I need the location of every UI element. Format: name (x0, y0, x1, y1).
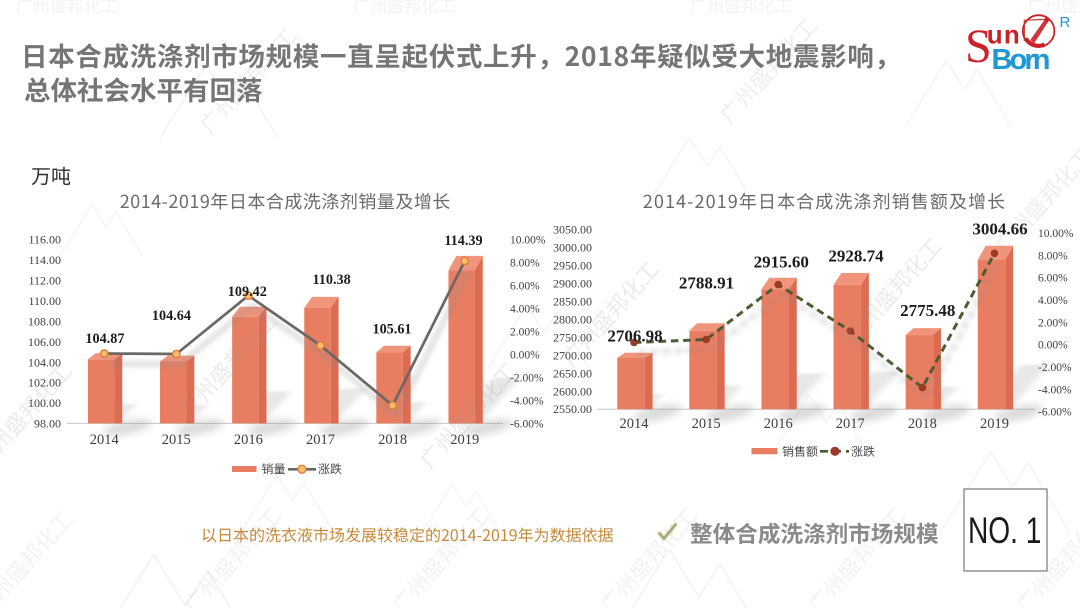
svg-text:104.87: 104.87 (85, 331, 124, 347)
svg-text:114.00: 114.00 (28, 253, 61, 267)
svg-text:2019: 2019 (980, 416, 1009, 432)
svg-text:3050.00: 3050.00 (553, 223, 592, 237)
svg-text:2800.00: 2800.00 (553, 312, 592, 326)
svg-text:2706.98: 2706.98 (607, 327, 662, 346)
svg-text:2016: 2016 (764, 416, 793, 432)
svg-text:116.00: 116.00 (28, 233, 61, 247)
svg-text:-6.00%: -6.00% (1038, 407, 1072, 419)
svg-text:2750.00: 2750.00 (553, 330, 592, 344)
svg-text:2014: 2014 (90, 432, 120, 448)
svg-text:100.00: 100.00 (28, 396, 61, 410)
svg-text:2014: 2014 (620, 416, 650, 432)
svg-text:102.00: 102.00 (28, 376, 61, 390)
svg-text:104.64: 104.64 (152, 308, 191, 324)
svg-text:2017: 2017 (836, 416, 865, 432)
svg-text:0.00%: 0.00% (1038, 340, 1068, 352)
svg-text:un: un (987, 20, 1020, 50)
svg-text:2018: 2018 (378, 432, 407, 448)
svg-text:2015: 2015 (162, 432, 191, 448)
svg-text:2.00%: 2.00% (1038, 317, 1068, 329)
svg-text:R: R (1060, 14, 1071, 31)
svg-text:104.00: 104.00 (28, 355, 61, 369)
svg-text:2900.00: 2900.00 (553, 277, 592, 291)
svg-text:2700.00: 2700.00 (553, 348, 592, 362)
svg-text:-2.00%: -2.00% (510, 372, 544, 384)
svg-text:3004.66: 3004.66 (972, 219, 1027, 238)
svg-text:110.38: 110.38 (312, 272, 350, 288)
svg-text:-4.00%: -4.00% (1038, 384, 1072, 396)
svg-text:10.00%: 10.00% (510, 235, 546, 247)
svg-text:2915.60: 2915.60 (754, 253, 809, 272)
svg-text:Born: Born (992, 44, 1051, 76)
svg-text:112.00: 112.00 (28, 274, 61, 288)
svg-text:-4.00%: -4.00% (510, 395, 544, 407)
svg-text:8.00%: 8.00% (1038, 250, 1068, 262)
svg-text:0.00%: 0.00% (510, 349, 540, 361)
svg-text:6.00%: 6.00% (1038, 273, 1068, 285)
svg-text:8.00%: 8.00% (510, 257, 540, 269)
svg-text:2775.48: 2775.48 (900, 301, 955, 320)
svg-text:105.61: 105.61 (372, 321, 411, 337)
svg-text:2015: 2015 (692, 416, 721, 432)
svg-text:3000.00: 3000.00 (553, 241, 592, 255)
svg-text:4.00%: 4.00% (510, 303, 540, 315)
svg-text:2550.00: 2550.00 (553, 402, 592, 416)
svg-text:2016: 2016 (234, 432, 263, 448)
svg-text:106.00: 106.00 (28, 335, 61, 349)
svg-text:2950.00: 2950.00 (553, 259, 592, 273)
svg-text:2.00%: 2.00% (510, 326, 540, 338)
svg-text:NO. 1: NO. 1 (968, 509, 1041, 551)
svg-text:2650.00: 2650.00 (553, 366, 592, 380)
svg-text:108.00: 108.00 (28, 314, 61, 328)
svg-text:98.00: 98.00 (34, 417, 61, 431)
svg-text:4.00%: 4.00% (1038, 295, 1068, 307)
svg-text:2850.00: 2850.00 (553, 295, 592, 309)
svg-text:10.00%: 10.00% (1038, 228, 1074, 240)
svg-text:109.42: 109.42 (228, 284, 267, 300)
svg-text:2788.91: 2788.91 (679, 274, 734, 293)
svg-text:-6.00%: -6.00% (510, 418, 544, 430)
svg-text:6.00%: 6.00% (510, 280, 540, 292)
svg-text:2600.00: 2600.00 (553, 384, 592, 398)
svg-text:S: S (965, 20, 992, 73)
svg-text:2019: 2019 (450, 432, 479, 448)
svg-text:110.00: 110.00 (28, 294, 61, 308)
svg-text:2018: 2018 (908, 416, 937, 432)
svg-text:114.39: 114.39 (444, 233, 482, 249)
svg-text:2928.74: 2928.74 (828, 247, 884, 266)
svg-text:2017: 2017 (306, 432, 335, 448)
